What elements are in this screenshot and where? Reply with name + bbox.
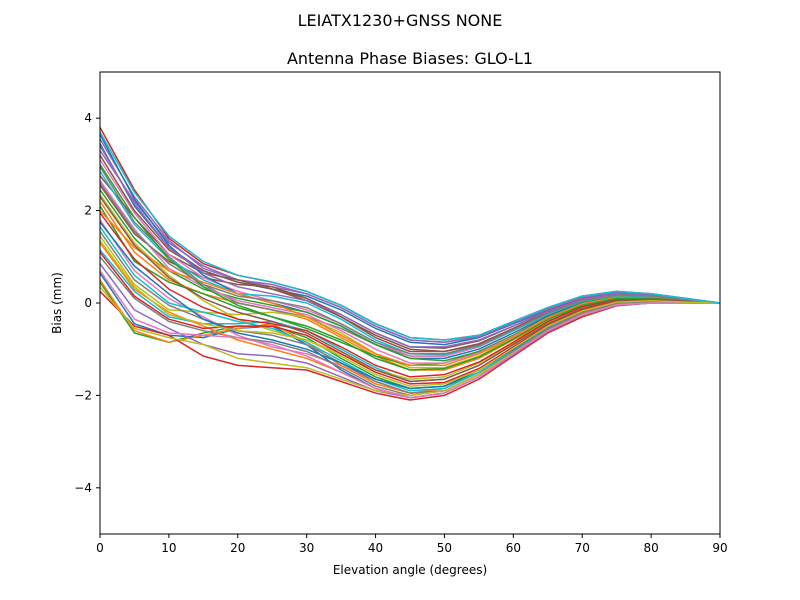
y-axis-label: Bias (mm): [50, 272, 64, 334]
x-tick-label: 0: [96, 541, 104, 555]
x-tick-label: 60: [506, 541, 521, 555]
x-tick-label: 90: [712, 541, 727, 555]
series-line: [100, 212, 720, 378]
y-tick-label: 0: [84, 296, 92, 310]
series-line: [100, 210, 720, 367]
series-line: [100, 131, 720, 341]
series-line: [100, 196, 720, 383]
y-tick-label: −4: [74, 481, 92, 495]
series-line: [100, 251, 720, 385]
x-tick-label: 70: [575, 541, 590, 555]
y-tick-label: 4: [84, 111, 92, 125]
x-tick-label: 80: [643, 541, 658, 555]
series-line: [100, 240, 720, 387]
x-tick-label: 50: [437, 541, 452, 555]
series-line: [100, 145, 720, 348]
chart-title: Antenna Phase Biases: GLO-L1: [287, 49, 533, 68]
x-tick-label: 10: [161, 541, 176, 555]
y-axis-ticks: −4 −2 0 2 4: [74, 111, 100, 495]
y-tick-label: 2: [84, 204, 92, 218]
y-tick-label: −2: [74, 388, 92, 402]
x-axis-label: Elevation angle (degrees): [333, 563, 487, 577]
series-line: [100, 270, 720, 399]
series-line: [100, 189, 720, 362]
series-line: [100, 163, 720, 371]
x-axis-ticks: 0 10 20 30 40 50 60 70 80 90: [96, 534, 728, 555]
x-tick-label: 20: [230, 541, 245, 555]
x-tick-label: 30: [299, 541, 314, 555]
figure-suptitle: LEIATX1230+GNSS NONE: [298, 11, 503, 30]
series-line: [100, 182, 720, 355]
x-tick-label: 40: [368, 541, 383, 555]
plot-lines: [100, 127, 720, 401]
